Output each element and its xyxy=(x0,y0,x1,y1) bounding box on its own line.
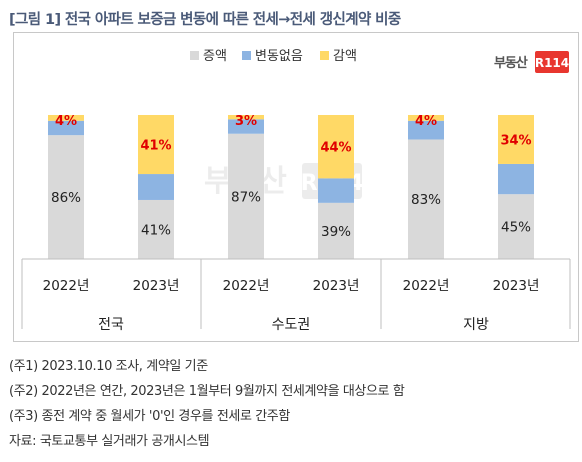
data-label-decrease: 4% xyxy=(415,114,437,129)
legend-label: 증액 xyxy=(203,49,227,64)
data-label-decrease: 4% xyxy=(55,114,77,129)
group-label: 수도권 xyxy=(272,317,311,333)
bar-segment-no-change xyxy=(408,120,444,140)
logo-mark-box xyxy=(535,51,569,73)
legend-swatch xyxy=(190,51,199,60)
group-label: 전국 xyxy=(98,317,124,333)
bar-segment-decrease xyxy=(48,115,84,121)
data-label-decrease: 34% xyxy=(500,133,531,148)
logo-text: 부동산 xyxy=(494,55,528,71)
bar-segment-increase xyxy=(48,135,84,259)
source-note: 자료: 국토교통부 실거래가 공개시스템 xyxy=(9,434,210,449)
x-tick-label: 2022년 xyxy=(43,278,90,294)
data-label-increase: 83% xyxy=(411,192,441,208)
data-label-increase: 87% xyxy=(231,189,261,205)
legend-swatch xyxy=(320,51,329,60)
footnote: (주1) 2023.10.10 조사, 계약일 기준 xyxy=(9,359,208,374)
bar-segment-decrease xyxy=(228,115,264,120)
data-label-increase: 45% xyxy=(501,220,531,236)
logo: 부동산 R114 xyxy=(494,51,569,73)
bar-segment-no-change xyxy=(48,120,84,136)
legend-label: 감액 xyxy=(333,49,357,64)
bar-segment-no-change xyxy=(498,163,534,195)
footnotes: (주1) 2023.10.10 조사, 계약일 기준 (주2) 2022년은 연… xyxy=(9,354,579,454)
bar-segment-increase xyxy=(138,199,174,259)
stacked-bar-chart: 부동산 R114 부동산 R114 증액 변동없음 감액 86% 4% 41% 41% 87… xyxy=(21,49,571,333)
bar-segment-increase xyxy=(408,139,444,259)
data-label-increase: 41% xyxy=(141,222,171,238)
bars: 86% 4% 41% 41% 87% 3% 39% 44% 83% 4% 45% 34% xyxy=(48,114,534,259)
bar-segment-increase xyxy=(228,133,264,259)
bar-segment-increase xyxy=(318,202,354,259)
bar-segment-no-change xyxy=(318,178,354,203)
footnote: (주3) 종전 계약 중 월세가 '0'인 경우를 전세로 간주함 xyxy=(9,409,290,424)
x-tick-label: 2023년 xyxy=(133,278,180,294)
data-label-increase: 86% xyxy=(51,190,81,206)
data-label-increase: 39% xyxy=(321,224,351,240)
logo-mark: R114 xyxy=(535,56,569,70)
legend-label: 변동없음 xyxy=(255,49,303,64)
legend-swatch xyxy=(242,51,251,60)
group-label: 지방 xyxy=(463,317,489,333)
figure-title: [그림 1] 전국 아파트 보증금 변동에 따른 전세→전세 갱신계약 비중 xyxy=(9,12,401,28)
x-tick-label: 2023년 xyxy=(313,278,360,294)
bar-segment-increase xyxy=(498,194,534,259)
bar-segment-decrease xyxy=(138,115,174,175)
bar-segment-decrease xyxy=(408,115,444,121)
x-tick-label: 2022년 xyxy=(223,278,270,294)
data-label-decrease: 41% xyxy=(140,139,171,154)
bar-segment-decrease xyxy=(498,115,534,164)
footnote: (주2) 2022년은 연간, 2023년은 1월부터 9월까지 전세계약을 대… xyxy=(9,384,405,399)
chart-panel: 부동산 R114 부동산 R114 증액 변동없음 감액 86% 4% 41% 41% 87… xyxy=(13,32,579,342)
data-label-decrease: 3% xyxy=(235,114,257,129)
legend: 증액 변동없음 감액 xyxy=(190,49,357,64)
data-label-decrease: 44% xyxy=(320,141,351,156)
bar-segment-no-change xyxy=(228,119,264,134)
x-tick-label: 2022년 xyxy=(403,278,450,294)
x-tick-label: 2023년 xyxy=(493,278,540,294)
bar-segment-decrease xyxy=(318,115,354,179)
bar-segment-no-change xyxy=(138,174,174,200)
